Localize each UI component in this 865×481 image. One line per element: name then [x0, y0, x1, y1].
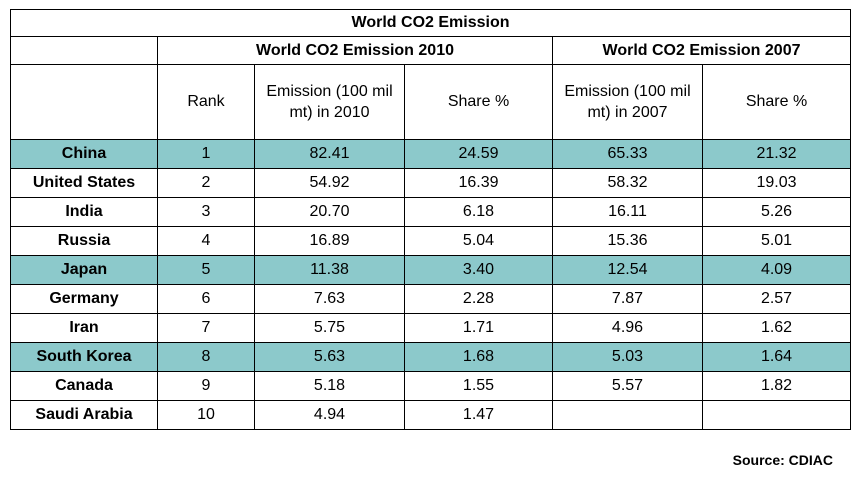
table-row: United States 2 54.92 16.39 58.32 19.03 — [10, 168, 852, 198]
country-cell: India — [10, 197, 158, 227]
table-row: Russia 4 16.89 5.04 15.36 5.01 — [10, 226, 852, 256]
emission-2007-cell: 15.36 — [552, 226, 703, 256]
group-header-2010: World CO2 Emission 2010 — [157, 36, 553, 65]
col-header-rank: Rank — [157, 64, 255, 140]
country-cell: China — [10, 139, 158, 169]
share-2007-cell: 1.62 — [701, 313, 852, 343]
share-2010-cell: 24.59 — [404, 139, 553, 169]
emission-2007-cell: 12.54 — [552, 255, 703, 285]
empty-header-cell — [10, 36, 158, 65]
share-2010-cell: 5.04 — [404, 226, 553, 256]
rank-cell: 6 — [157, 284, 255, 314]
share-2007-cell: 19.03 — [701, 168, 852, 198]
emission-2010-cell: 5.75 — [254, 313, 405, 343]
col-header-emission-2010: Emission (100 mil mt) in 2010 — [254, 64, 405, 140]
share-2007-cell: 5.26 — [701, 197, 852, 227]
share-2010-cell: 1.47 — [404, 400, 553, 430]
col-header-emission-2007: Emission (100 mil mt) in 2007 — [552, 64, 703, 140]
emission-2007-cell: 16.11 — [552, 197, 703, 227]
country-cell: Japan — [10, 255, 158, 285]
table-row: Saudi Arabia 10 4.94 1.47 — [10, 400, 852, 430]
emission-2010-cell: 5.18 — [254, 371, 405, 401]
share-2007-cell: 5.01 — [701, 226, 852, 256]
country-cell: Iran — [10, 313, 158, 343]
rank-cell: 1 — [157, 139, 255, 169]
emission-2007-cell: 7.87 — [552, 284, 703, 314]
rank-cell: 8 — [157, 342, 255, 372]
share-2010-cell: 16.39 — [404, 168, 553, 198]
table-row: China 1 82.41 24.59 65.33 21.32 — [10, 139, 852, 169]
rank-cell: 2 — [157, 168, 255, 198]
rank-cell: 10 — [157, 400, 255, 430]
emission-2007-cell: 4.96 — [552, 313, 703, 343]
table-row: Canada 9 5.18 1.55 5.57 1.82 — [10, 371, 852, 401]
share-2010-cell: 1.71 — [404, 313, 553, 343]
table-row: South Korea 8 5.63 1.68 5.03 1.64 — [10, 342, 852, 372]
share-2010-cell: 2.28 — [404, 284, 553, 314]
share-2010-cell: 3.40 — [404, 255, 553, 285]
empty-header-cell — [10, 64, 158, 140]
share-2007-cell — [701, 400, 852, 430]
emission-2007-cell: 58.32 — [552, 168, 703, 198]
source-note: Source: CDIAC — [732, 452, 833, 468]
emission-2010-cell: 11.38 — [254, 255, 405, 285]
rank-cell: 5 — [157, 255, 255, 285]
co2-emission-table: World CO2 Emission World CO2 Emission 20… — [9, 9, 852, 430]
table-title: World CO2 Emission — [9, 9, 852, 37]
col-header-share-2010: Share % — [404, 64, 553, 140]
emission-2010-cell: 7.63 — [254, 284, 405, 314]
table-row: Germany 6 7.63 2.28 7.87 2.57 — [10, 284, 852, 314]
col-header-share-2007: Share % — [701, 64, 852, 140]
rank-cell: 9 — [157, 371, 255, 401]
table-row: Japan 5 11.38 3.40 12.54 4.09 — [10, 255, 852, 285]
country-cell: Russia — [10, 226, 158, 256]
emission-2007-cell: 5.03 — [552, 342, 703, 372]
table-row: India 3 20.70 6.18 16.11 5.26 — [10, 197, 852, 227]
emission-2007-cell — [552, 400, 703, 430]
emission-2010-cell: 4.94 — [254, 400, 405, 430]
share-2010-cell: 1.68 — [404, 342, 553, 372]
share-2007-cell: 21.32 — [701, 139, 852, 169]
share-2007-cell: 1.82 — [701, 371, 852, 401]
share-2007-cell: 2.57 — [701, 284, 852, 314]
emission-2010-cell: 20.70 — [254, 197, 405, 227]
rank-cell: 7 — [157, 313, 255, 343]
rank-cell: 3 — [157, 197, 255, 227]
share-2010-cell: 1.55 — [404, 371, 553, 401]
country-cell: Canada — [10, 371, 158, 401]
emission-2010-cell: 5.63 — [254, 342, 405, 372]
share-2007-cell: 4.09 — [701, 255, 852, 285]
emission-2007-cell: 65.33 — [552, 139, 703, 169]
emission-2007-cell: 5.57 — [552, 371, 703, 401]
country-cell: Germany — [10, 284, 158, 314]
share-2007-cell: 1.64 — [701, 342, 852, 372]
country-cell: Saudi Arabia — [10, 400, 158, 430]
emission-2010-cell: 54.92 — [254, 168, 405, 198]
country-cell: United States — [10, 168, 158, 198]
rank-cell: 4 — [157, 226, 255, 256]
emission-2010-cell: 82.41 — [254, 139, 405, 169]
share-2010-cell: 6.18 — [404, 197, 553, 227]
country-cell: South Korea — [10, 342, 158, 372]
group-header-2007: World CO2 Emission 2007 — [551, 36, 852, 65]
table-row: Iran 7 5.75 1.71 4.96 1.62 — [10, 313, 852, 343]
emission-2010-cell: 16.89 — [254, 226, 405, 256]
